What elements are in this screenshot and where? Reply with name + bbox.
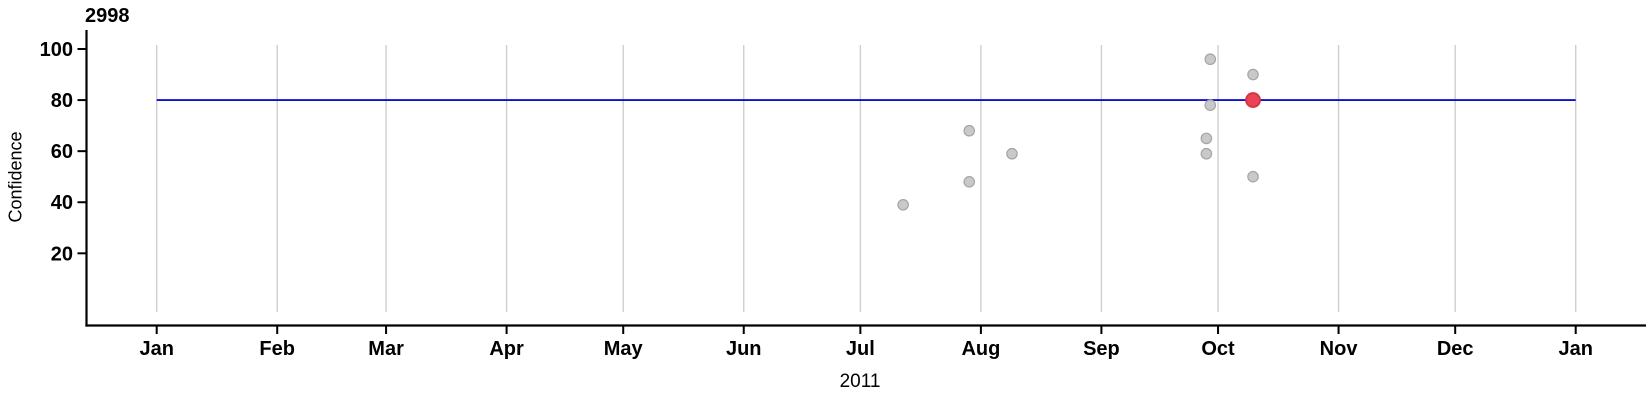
y-tick-label: 20 — [51, 243, 73, 265]
data-point — [1006, 147, 1018, 160]
data-point — [1204, 99, 1217, 111]
data-point — [1247, 68, 1259, 81]
x-tick-label: Aug — [961, 338, 1000, 360]
x-tick-label: Sep — [1083, 338, 1120, 360]
x-tick-label: Jan — [1558, 338, 1592, 360]
data-point — [1204, 53, 1217, 66]
x-tick-label: Mar — [368, 338, 404, 360]
x-tick-label: May — [604, 338, 644, 360]
x-tick-label: Dec — [1437, 338, 1474, 360]
x-tick-label: Apr — [489, 338, 524, 360]
x-tick-label: Jan — [139, 338, 173, 360]
y-tick-label: 80 — [51, 90, 73, 112]
y-tick-label: 60 — [51, 141, 73, 163]
data-point — [1200, 147, 1213, 160]
x-tick-label: Feb — [259, 338, 295, 360]
x-axis-year-label: 2011 — [839, 371, 881, 392]
y-tick-label: 100 — [40, 39, 73, 61]
x-tick-label: Nov — [1320, 338, 1359, 360]
data-point — [963, 124, 976, 137]
data-point — [963, 176, 976, 188]
data-point — [897, 198, 909, 211]
chart-title: 2998 — [85, 5, 130, 27]
y-tick-label: 40 — [51, 192, 73, 214]
x-tick-label: Jun — [726, 338, 762, 360]
x-tick-label: Oct — [1201, 338, 1235, 360]
highlighted-data-point — [1245, 92, 1261, 108]
data-point — [1247, 170, 1259, 183]
x-tick-label: Jul — [846, 338, 875, 360]
data-point — [1200, 132, 1213, 145]
